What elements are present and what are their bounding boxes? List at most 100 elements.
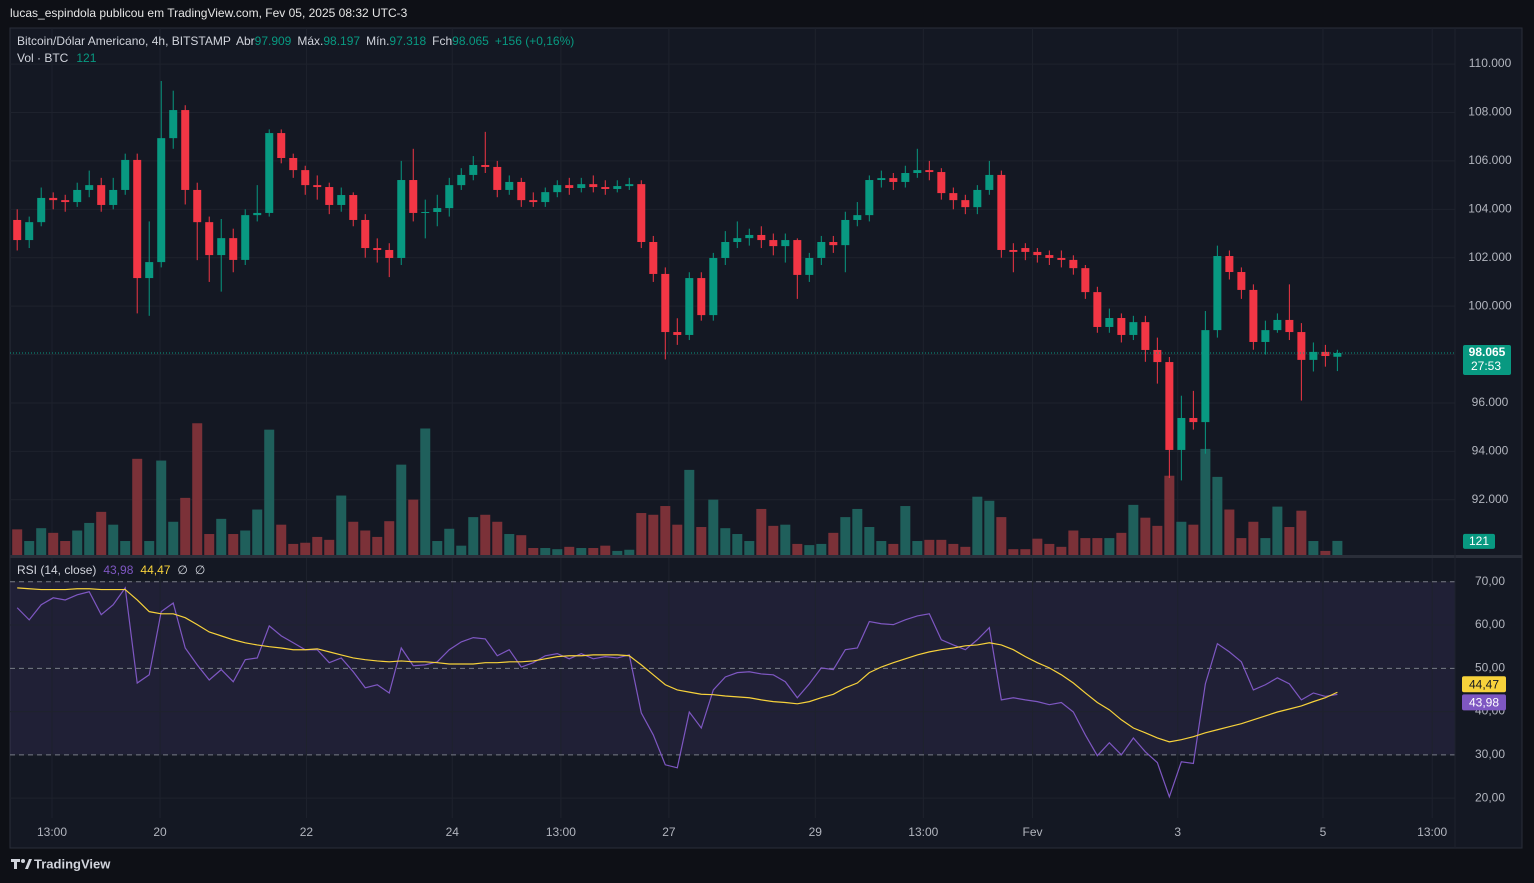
volume-bar bbox=[108, 524, 119, 555]
candle-body bbox=[1165, 362, 1174, 450]
candle-body bbox=[805, 257, 814, 275]
volume-bar bbox=[504, 534, 515, 555]
candle-body bbox=[685, 278, 694, 335]
volume-bar bbox=[828, 532, 839, 555]
volume-bar bbox=[768, 525, 779, 555]
candle-body bbox=[1189, 417, 1198, 423]
x-tick-label: 13:00 bbox=[546, 825, 576, 839]
rsi-symbol: ∅ bbox=[177, 563, 187, 577]
volume-bar bbox=[1152, 525, 1163, 555]
candle-body bbox=[121, 159, 130, 190]
volume-bar bbox=[696, 527, 707, 555]
candle-body bbox=[997, 174, 1006, 250]
candle-body bbox=[841, 219, 850, 246]
volume-bar bbox=[348, 521, 359, 555]
volume-bar bbox=[624, 549, 635, 555]
candle-body bbox=[673, 332, 682, 335]
volume-bar bbox=[816, 543, 827, 555]
candle-body bbox=[937, 172, 946, 194]
volume-bar bbox=[540, 548, 551, 555]
rsi-value-label: 44,47 bbox=[1469, 677, 1499, 691]
volume-bar bbox=[960, 546, 971, 555]
candle-body bbox=[313, 185, 322, 188]
candle-body bbox=[1177, 417, 1186, 450]
candle-body bbox=[373, 248, 382, 250]
candle-body bbox=[109, 189, 118, 205]
volume-bar bbox=[60, 541, 71, 555]
y-tick-label: 96.000 bbox=[1472, 395, 1509, 409]
volume-bar bbox=[1224, 509, 1235, 555]
ohlc-value: 97.909 bbox=[255, 34, 292, 48]
volume-bar bbox=[1128, 504, 1139, 555]
candle-body bbox=[1069, 259, 1078, 269]
candle-body bbox=[493, 166, 502, 190]
x-tick-label: 3 bbox=[1174, 825, 1181, 839]
rsi-value: 44,47 bbox=[140, 563, 170, 577]
volume-bar bbox=[612, 550, 623, 555]
candle-body bbox=[817, 241, 826, 258]
candle-body bbox=[229, 238, 238, 260]
candle-body bbox=[961, 200, 970, 208]
volume-bar bbox=[756, 508, 767, 555]
rsi-line bbox=[16, 586, 1338, 799]
candle-body bbox=[241, 215, 250, 260]
candle-body bbox=[625, 184, 634, 187]
volume-bar bbox=[288, 543, 299, 555]
y-tick-label: 70,00 bbox=[1475, 574, 1505, 588]
candle-body bbox=[277, 133, 286, 158]
x-tick-label: Fev bbox=[1023, 825, 1043, 839]
volume-bar bbox=[684, 469, 695, 555]
volume-bar bbox=[36, 528, 47, 555]
volume-bar bbox=[216, 518, 227, 555]
candle-body bbox=[265, 133, 274, 213]
candle-body bbox=[853, 215, 862, 220]
candle-body bbox=[1225, 256, 1234, 273]
candle-body bbox=[205, 222, 214, 256]
candle-body bbox=[925, 170, 934, 173]
volume-bar bbox=[1008, 549, 1019, 555]
rsi-title: RSI (14, close) bbox=[17, 563, 96, 577]
candle-body bbox=[37, 197, 46, 223]
legend: RSI (14, close) 43,98 44,47 ∅ ∅ bbox=[17, 563, 205, 577]
candle-body bbox=[481, 165, 490, 167]
candle-body bbox=[337, 195, 346, 205]
candle-body bbox=[1009, 249, 1018, 252]
volume-bar bbox=[1272, 506, 1283, 555]
volume-bar bbox=[156, 460, 167, 555]
candle-body bbox=[865, 180, 874, 216]
publish-info: lucas_espindola publicou em TradingView.… bbox=[10, 6, 408, 20]
y-tick-label: 106.000 bbox=[1468, 153, 1512, 167]
candle-body bbox=[1297, 332, 1306, 360]
candle-body bbox=[1093, 292, 1102, 327]
volume-bar bbox=[1020, 549, 1031, 555]
volume-bar bbox=[1140, 517, 1151, 555]
volume-bar bbox=[1260, 538, 1271, 555]
legend: Bitcoin/Dólar Americano, 4h, BITSTAMP Abr… bbox=[17, 34, 574, 48]
volume-bar bbox=[876, 541, 887, 555]
volume-bar bbox=[1104, 538, 1115, 555]
y-tick-label: 110.000 bbox=[1469, 56, 1512, 70]
volume-bar bbox=[552, 549, 563, 555]
y-tick-label: 104.000 bbox=[1468, 201, 1512, 215]
candle-body bbox=[985, 174, 994, 190]
volume-bar bbox=[1308, 541, 1319, 555]
legend: Vol · BTC 121 bbox=[17, 51, 97, 65]
x-tick-label: 27 bbox=[662, 825, 676, 839]
volume-bar bbox=[1080, 538, 1091, 555]
volume-bar bbox=[672, 524, 683, 555]
volume-bar bbox=[324, 539, 335, 555]
countdown: 27:53 bbox=[1471, 359, 1501, 373]
candle-body bbox=[1213, 256, 1222, 331]
volume-bar bbox=[972, 496, 983, 555]
candle-body bbox=[433, 208, 442, 212]
volume-bar bbox=[732, 534, 743, 555]
y-tick-label: 60,00 bbox=[1475, 617, 1505, 631]
volume-bar bbox=[1164, 475, 1175, 555]
candle-body bbox=[61, 200, 70, 203]
candle-body bbox=[13, 219, 22, 241]
volume-bar bbox=[660, 506, 671, 555]
candle-body bbox=[85, 185, 94, 190]
y-tick-label: 20,00 bbox=[1475, 790, 1505, 804]
volume-bar bbox=[96, 511, 107, 555]
candle-body bbox=[637, 184, 646, 242]
